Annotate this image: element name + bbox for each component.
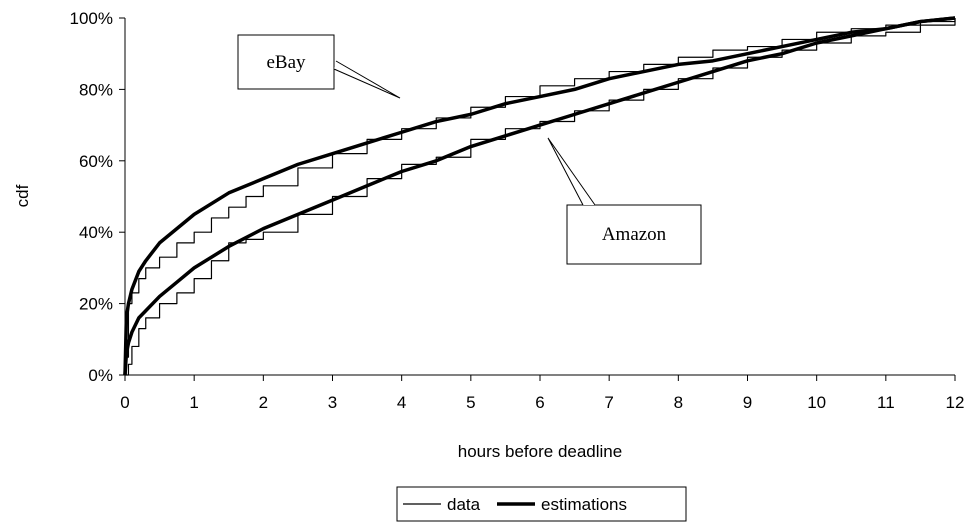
- x-tick-label: 4: [397, 393, 406, 412]
- amazon-callout-label: Amazon: [602, 224, 667, 245]
- series-layer: [123, 16, 956, 376]
- amazon-estimations-line: [123, 16, 956, 376]
- x-tick-label: 0: [120, 393, 129, 412]
- y-tick-label: 60%: [79, 152, 113, 171]
- x-tick-label: 1: [189, 393, 198, 412]
- x-axis-ticks: 0 1 2 3 4 5 6 7 8 9 10 11 12: [120, 375, 964, 412]
- y-tick-label: 20%: [79, 295, 113, 314]
- x-tick-label: 6: [535, 393, 544, 412]
- y-tick-label: 40%: [79, 223, 113, 242]
- amazon-callout: Amazon: [547, 137, 702, 265]
- y-axis-ticks: 0% 20% 40% 60% 80% 100%: [70, 9, 125, 385]
- x-tick-label: 12: [946, 393, 965, 412]
- legend-data-label: data: [447, 495, 481, 514]
- ebay-callout-pointer: [333, 60, 401, 99]
- amazon-callout-pointer: [547, 137, 596, 206]
- x-tick-label: 10: [807, 393, 826, 412]
- x-tick-label: 7: [604, 393, 613, 412]
- x-tick-label: 2: [259, 393, 268, 412]
- ebay-callout-label: eBay: [266, 52, 306, 73]
- legend: data estimations: [396, 486, 687, 522]
- x-tick-label: 3: [328, 393, 337, 412]
- amazon-callout-box: [566, 204, 702, 265]
- ebay-data-line: [125, 18, 956, 358]
- x-tick-label: 9: [743, 393, 752, 412]
- y-tick-label: 100%: [70, 9, 113, 28]
- y-tick-label: 80%: [79, 80, 113, 99]
- legend-estimations-label: estimations: [541, 495, 627, 514]
- legend-box: [396, 486, 687, 522]
- x-tick-label: 11: [877, 393, 895, 412]
- ebay-callout: eBay: [237, 34, 401, 99]
- ebay-callout-box: [237, 34, 335, 90]
- x-axis-title: hours before deadline: [458, 442, 622, 461]
- y-axis-title: cdf: [13, 184, 32, 207]
- ebay-estimations-line: [123, 16, 956, 376]
- y-tick-label: 0%: [88, 366, 113, 385]
- x-tick-label: 8: [674, 393, 683, 412]
- x-tick-label: 5: [466, 393, 475, 412]
